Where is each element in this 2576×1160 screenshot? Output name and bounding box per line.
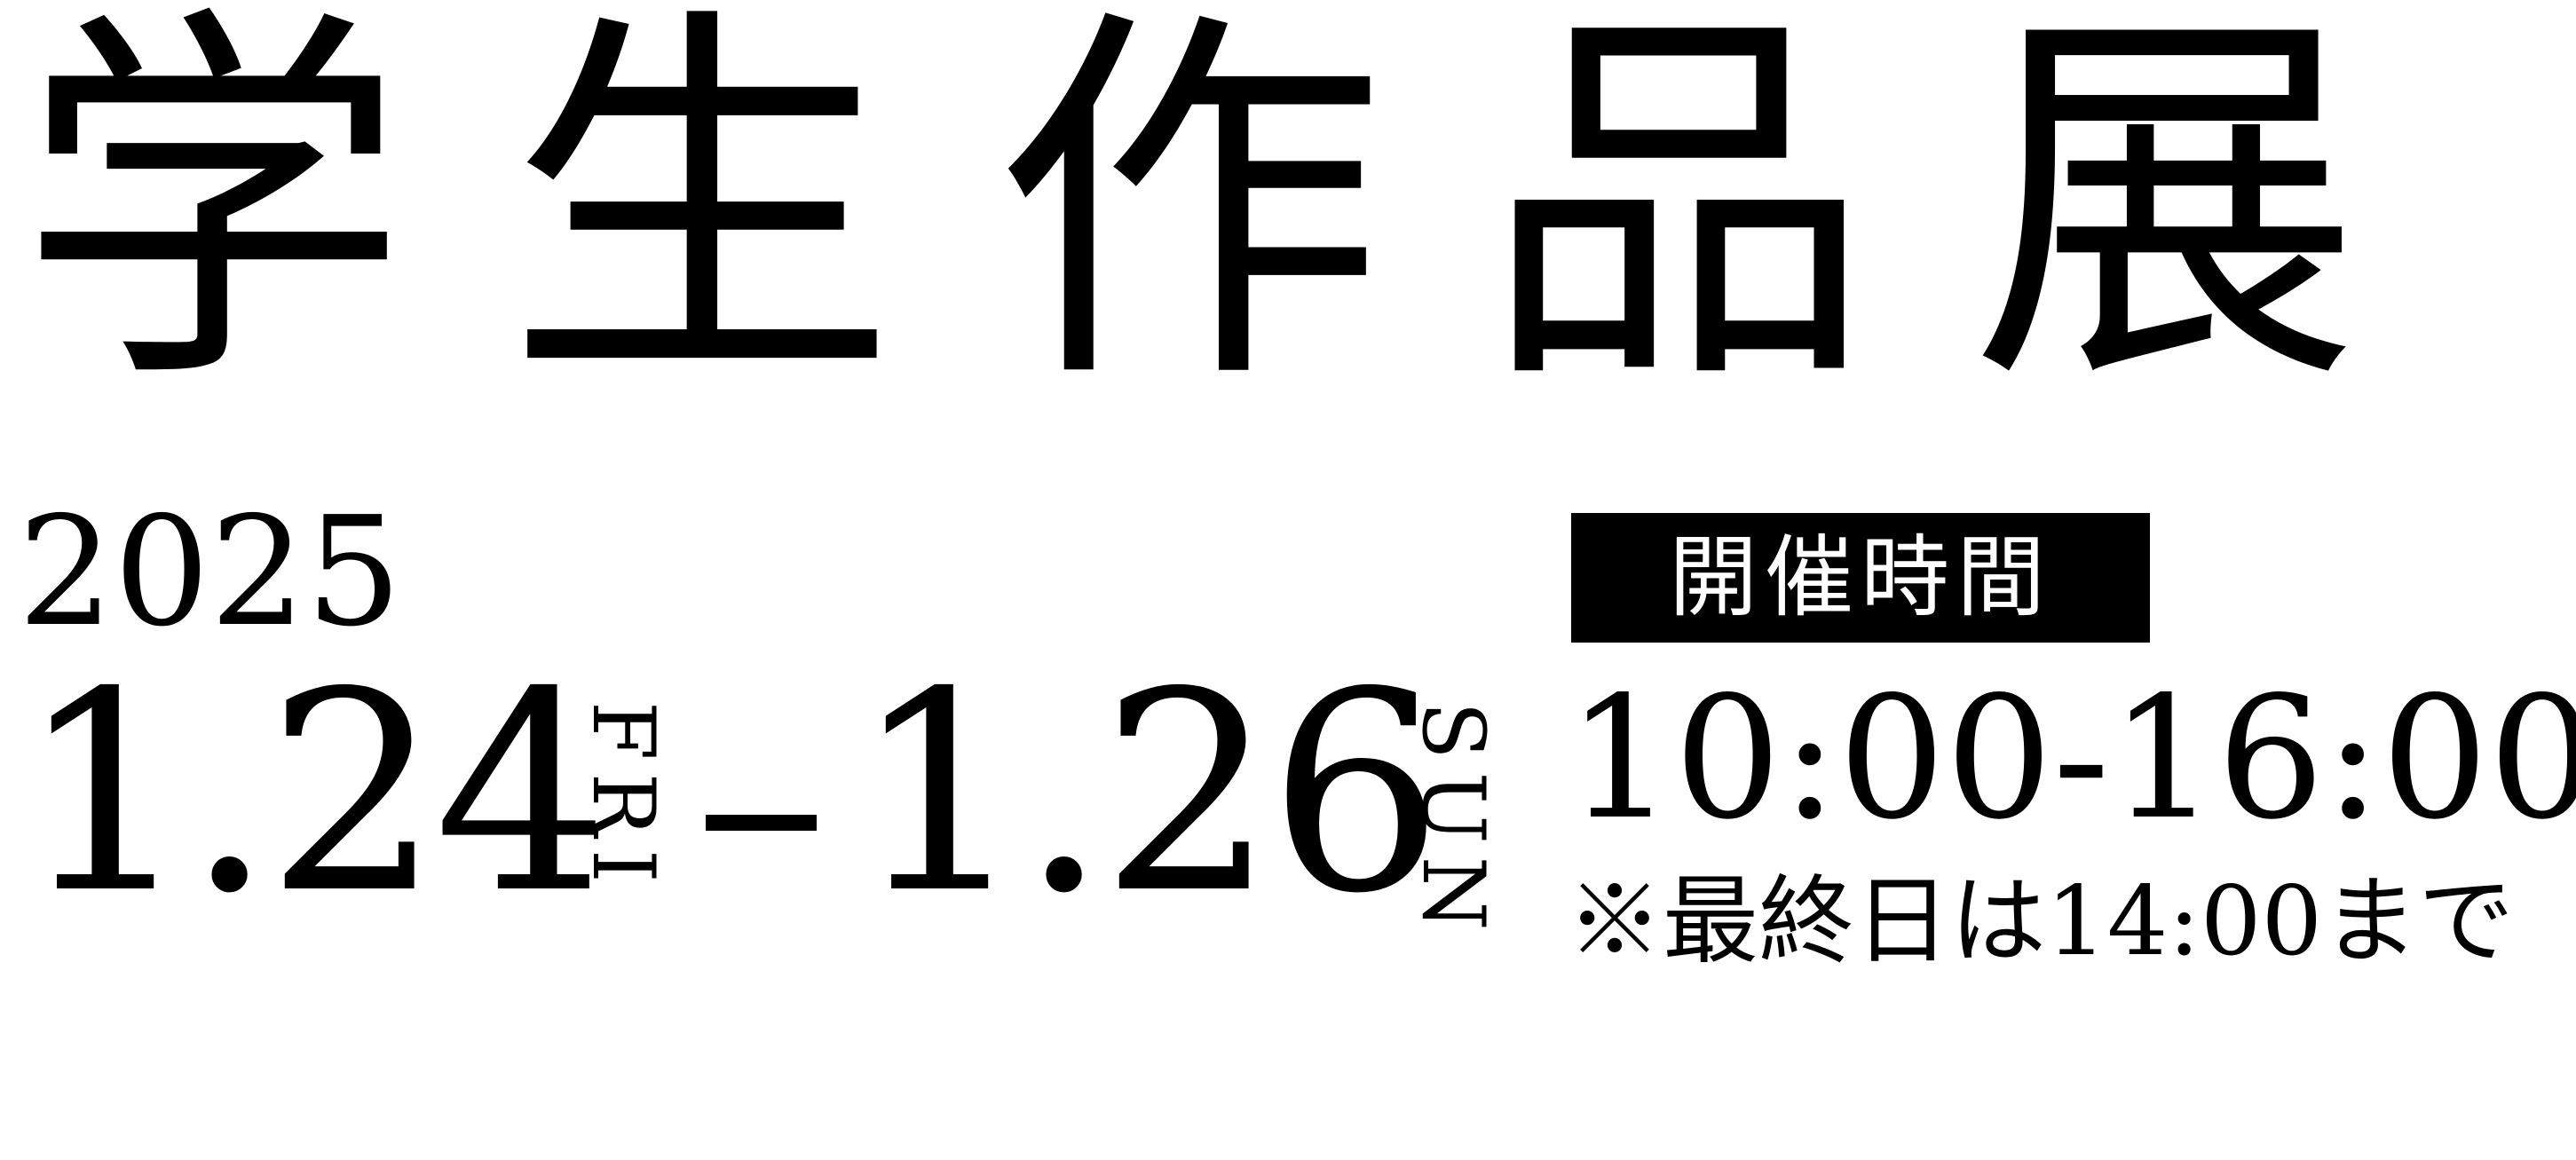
event-title: 学生作品展 [18, 0, 2459, 431]
date-range-dash [706, 815, 817, 831]
hours-label: 開催時間 [1571, 513, 2150, 643]
end-weekday: SUN [1403, 701, 1503, 943]
start-date: 1.24 [18, 634, 609, 954]
event-year: 2025 [18, 485, 402, 660]
last-day-note: ※最終日は14:00まで [1567, 866, 2515, 977]
opening-hours: 10:00-16:00 [1567, 660, 2576, 856]
end-date: 1.26 [852, 634, 1443, 954]
start-weekday: FRI [573, 701, 673, 896]
